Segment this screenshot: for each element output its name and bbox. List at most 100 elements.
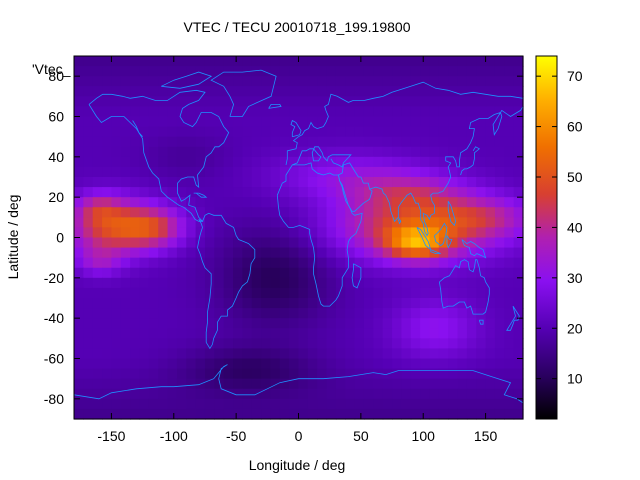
- heatmap-cell: [167, 66, 178, 77]
- heatmap-cell: [438, 247, 449, 259]
- heatmap-cell: [420, 146, 431, 158]
- heatmap-cell: [279, 338, 290, 350]
- heatmap-cell: [270, 247, 281, 259]
- heatmap-cell: [401, 408, 412, 420]
- heatmap-cell: [74, 287, 84, 299]
- heatmap-cell: [204, 197, 215, 208]
- heatmap-cell: [326, 76, 337, 87]
- heatmap-cell: [289, 187, 300, 198]
- heatmap-cell: [176, 96, 187, 108]
- heatmap-cell: [345, 408, 356, 420]
- heatmap-cell: [457, 76, 468, 87]
- heatmap-cell: [111, 398, 122, 410]
- heatmap-cell: [298, 86, 309, 97]
- heatmap-cell: [186, 237, 197, 249]
- heatmap-cell: [335, 56, 346, 67]
- heatmap-cell: [102, 398, 113, 410]
- heatmap-cell: [102, 358, 113, 370]
- heatmap-cell: [420, 328, 431, 339]
- heatmap-cell: [373, 177, 384, 188]
- heatmap-cell: [457, 217, 468, 229]
- heatmap-cell: [420, 56, 431, 67]
- heatmap-cell: [139, 308, 150, 319]
- heatmap-cell: [504, 277, 515, 289]
- heatmap-cell: [345, 227, 356, 239]
- heatmap-cell: [326, 398, 337, 410]
- heatmap-cell: [195, 277, 206, 289]
- heatmap-cell: [513, 348, 524, 360]
- heatmap-cell: [410, 368, 421, 380]
- heatmap-cell: [186, 146, 197, 158]
- heatmap-cell: [167, 96, 178, 108]
- heatmap-cell: [485, 298, 496, 309]
- heatmap-cell: [354, 116, 365, 128]
- heatmap-cell: [429, 338, 440, 350]
- heatmap-cell: [485, 56, 496, 67]
- heatmap-cell: [373, 247, 384, 259]
- heatmap-cell: [373, 338, 384, 350]
- heatmap-cell: [298, 146, 309, 158]
- heatmap-cell: [261, 298, 272, 309]
- heatmap-cell: [92, 318, 103, 329]
- heatmap-cell: [420, 338, 431, 350]
- heatmap-cell: [204, 368, 215, 380]
- heatmap-cell: [298, 66, 309, 77]
- heatmap-cell: [410, 328, 421, 339]
- heatmap-cell: [195, 237, 206, 249]
- heatmap-cell: [251, 166, 262, 178]
- heatmap-cell: [92, 166, 103, 178]
- heatmap-cell: [233, 177, 243, 188]
- heatmap-cell: [494, 197, 505, 208]
- heatmap-cell: [448, 398, 459, 410]
- heatmap-cell: [261, 287, 272, 299]
- heatmap-cell: [158, 358, 169, 370]
- heatmap-cell: [420, 197, 431, 208]
- heatmap-cell: [120, 388, 131, 400]
- heatmap-cell: [139, 338, 150, 350]
- heatmap-cell: [401, 318, 412, 329]
- heatmap-cell: [335, 277, 346, 289]
- heatmap-cell: [438, 378, 449, 390]
- heatmap-cell: [363, 358, 374, 370]
- heatmap-cell: [167, 368, 178, 380]
- heatmap-cell: [373, 166, 384, 178]
- x-tick-label: 50: [353, 428, 369, 444]
- heatmap-cell: [195, 56, 206, 67]
- heatmap-cell: [354, 398, 365, 410]
- heatmap-cell: [410, 237, 421, 249]
- heatmap-cell: [429, 116, 440, 128]
- heatmap-cell: [167, 388, 178, 400]
- coastline: [506, 305, 520, 331]
- heatmap-cell: [233, 298, 243, 309]
- heatmap-cell: [289, 106, 300, 118]
- heatmap-cell: [111, 156, 122, 168]
- heatmap-cell: [270, 368, 281, 380]
- heatmap-cell: [335, 378, 346, 390]
- heatmap-cell: [214, 227, 225, 239]
- heatmap-cell: [92, 136, 103, 148]
- heatmap-cell: [457, 116, 468, 128]
- heatmap-cell: [92, 378, 103, 390]
- heatmap-cell: [139, 388, 150, 400]
- heatmap-cell: [392, 308, 402, 319]
- heatmap-cell: [335, 318, 346, 329]
- heatmap-cell: [494, 298, 505, 309]
- heatmap-cell: [251, 86, 262, 97]
- heatmap-cell: [251, 187, 262, 198]
- heatmap-cell: [120, 146, 131, 158]
- heatmap-cell: [466, 338, 477, 350]
- heatmap-cell: [74, 408, 84, 420]
- heatmap-cell: [261, 106, 272, 118]
- heatmap-cell: [251, 197, 262, 208]
- heatmap-cell: [504, 247, 515, 259]
- heatmap-cell: [326, 116, 337, 128]
- heatmap-cell: [485, 378, 496, 390]
- heatmap-cell: [476, 56, 487, 67]
- heatmap-cell: [466, 66, 477, 77]
- heatmap-cell: [233, 378, 243, 390]
- heatmap-cell: [401, 388, 412, 400]
- heatmap-cell: [139, 207, 150, 218]
- heatmap-cell: [92, 398, 103, 410]
- heatmap-cell: [363, 116, 374, 128]
- heatmap-cell: [382, 56, 393, 67]
